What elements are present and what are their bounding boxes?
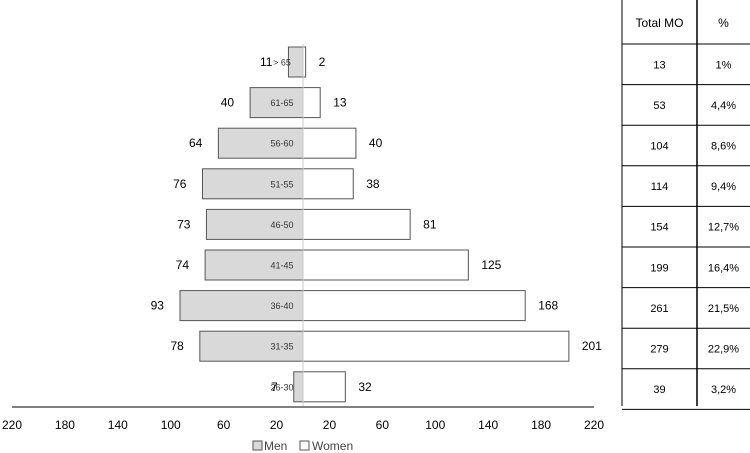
table-cell-total: 154 — [650, 222, 668, 234]
table-cell-total: 39 — [653, 384, 665, 396]
legend-label-men: Men — [264, 439, 287, 453]
data-label-men: 7 — [271, 380, 278, 394]
bar-women — [302, 371, 346, 403]
data-label-women: 32 — [358, 380, 372, 394]
table-cell-percent: 1% — [716, 59, 732, 71]
bar-women — [302, 87, 321, 119]
category-label: 61-65 — [270, 98, 293, 108]
x-tick-label: 20 — [323, 418, 337, 432]
bar-women — [302, 249, 469, 281]
x-tick-label: 220 — [584, 418, 604, 432]
x-tick-label: 140 — [108, 418, 128, 432]
bar-women — [302, 290, 526, 322]
table-cell-total: 199 — [650, 262, 668, 274]
data-label-women: 2 — [319, 55, 326, 69]
data-label-women: 201 — [582, 339, 602, 353]
bar-men — [204, 249, 304, 281]
data-label-men: 73 — [177, 217, 191, 231]
table-cell-percent: 9,4% — [711, 181, 736, 193]
data-label-men: 78 — [170, 339, 184, 353]
table-cell-percent: 12,7% — [708, 222, 739, 234]
bar-men — [293, 371, 304, 403]
bar-men — [179, 290, 304, 322]
data-label-women: 125 — [481, 258, 501, 272]
table-cell-percent: 3,2% — [711, 384, 736, 396]
data-label-women: 13 — [333, 96, 347, 110]
data-label-men: 93 — [151, 299, 165, 313]
table-cell-percent: 4,4% — [711, 100, 736, 112]
legend-swatch-men — [252, 440, 263, 451]
data-label-women: 38 — [366, 177, 380, 191]
table-cell-total: 13 — [653, 59, 665, 71]
x-tick-label: 180 — [531, 418, 551, 432]
table-cell-percent: 22,9% — [708, 344, 739, 356]
table-header-percent: % — [718, 16, 729, 30]
table-cell-total: 279 — [650, 344, 668, 356]
x-tick-label: 60 — [376, 418, 390, 432]
table-cell-percent: 16,4% — [708, 262, 739, 274]
bar-women — [302, 127, 357, 159]
data-label-men: 40 — [221, 96, 235, 110]
legend-label-women: Women — [312, 439, 353, 453]
x-tick-label: 100 — [425, 418, 445, 432]
data-label-men: 74 — [176, 258, 190, 272]
x-tick-label: 220 — [2, 418, 22, 432]
table-cell-percent: 21,5% — [708, 303, 739, 315]
category-label: 26-30 — [270, 382, 293, 392]
category-label: 56-60 — [270, 139, 293, 149]
data-label-men: 76 — [173, 177, 187, 191]
summary-table: Total MO % 13 1% 53 4,4% 104 8,6% 114 9,4% 154 12,7… — [621, 0, 750, 410]
category-label: 41-45 — [270, 261, 293, 271]
bar-men — [205, 208, 304, 240]
bar-women — [302, 168, 354, 200]
bar-women — [302, 330, 570, 362]
data-label-women: 168 — [538, 299, 558, 313]
category-label: 51-55 — [270, 179, 293, 189]
bar-men — [199, 330, 304, 362]
x-axis: 220 180 140 100 60 20 20 60 100 140 180 220 — [2, 406, 604, 432]
x-tick-label: 60 — [217, 418, 231, 432]
x-tick-label: 20 — [270, 418, 284, 432]
category-label: > 65 — [273, 58, 291, 68]
data-label-men: 64 — [189, 136, 203, 150]
table-cell-total: 261 — [650, 303, 668, 315]
table-cell-total: 53 — [653, 100, 665, 112]
category-label: 36-40 — [270, 301, 293, 311]
table-header-total: Total MO — [635, 16, 683, 30]
x-tick-label: 140 — [478, 418, 498, 432]
x-tick-label: 180 — [55, 418, 75, 432]
data-label-men: 11 — [260, 55, 273, 69]
data-label-women: 81 — [423, 217, 437, 231]
data-label-women: 40 — [369, 136, 383, 150]
bar-women — [302, 208, 411, 240]
legend: Men Women — [252, 439, 353, 453]
category-label: 31-35 — [270, 342, 293, 352]
table-cell-total: 114 — [651, 181, 669, 193]
table-cell-total: 104 — [650, 141, 668, 153]
x-tick-label: 100 — [161, 418, 181, 432]
category-label: 46-50 — [270, 220, 293, 230]
table-cell-percent: 8,6% — [711, 141, 736, 153]
legend-swatch-women — [299, 440, 310, 451]
